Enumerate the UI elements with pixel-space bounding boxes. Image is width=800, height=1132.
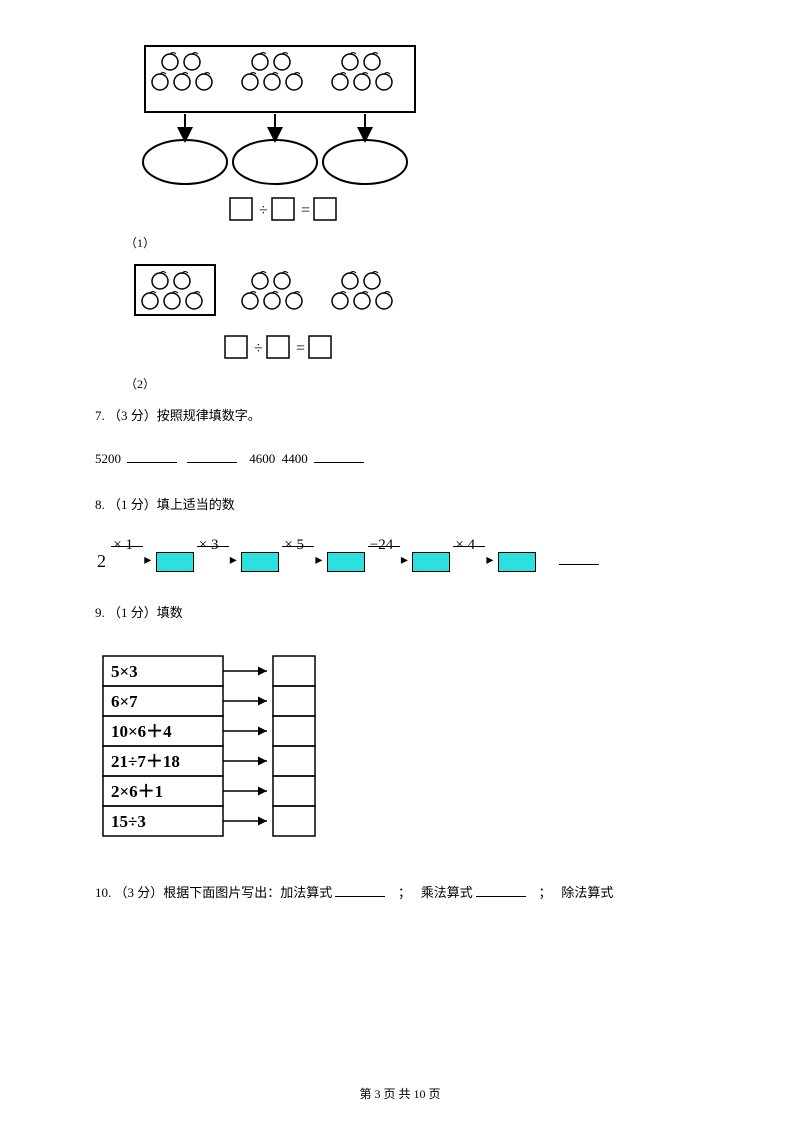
svg-text:10×6＋4: 10×6＋4 <box>111 722 172 741</box>
q9: 9. （1 分）填数 5×3 6×7 10×6＋4 21÷7＋18 2×6＋1 15÷3 <box>95 599 705 860</box>
q8-op3: −24 <box>370 529 393 562</box>
q8-box5[interactable] <box>498 552 536 572</box>
svg-text:=: = <box>296 340 305 357</box>
q6-fig2: ÷ = （2） <box>125 261 705 392</box>
svg-text:15÷3: 15÷3 <box>111 812 146 831</box>
arrow-icon: ▸ <box>315 546 322 577</box>
svg-text:2×6＋1: 2×6＋1 <box>111 782 163 801</box>
q10: 10. （3 分）根据下面图片写出：加法算式 ； 乘法算式 ； 除法算式 <box>95 879 705 908</box>
q6-sub1: （1） <box>125 236 155 250</box>
svg-text:=: = <box>301 202 310 219</box>
q8: 8. （1 分）填上适当的数 2 × 1 ▸ × 3 ▸ × 5 ▸ −24 ▸ × 4… <box>95 491 705 581</box>
q9-svg: 5×3 6×7 10×6＋4 21÷7＋18 2×6＋1 15÷3 <box>95 650 355 850</box>
q7-n1: 5200 <box>95 451 121 466</box>
arrow-icon: ▸ <box>230 546 237 577</box>
q10-c: 除法算式 <box>561 885 613 900</box>
q8-label: 8. （1 分）填上适当的数 <box>95 491 705 520</box>
q10-blank1[interactable] <box>335 883 385 897</box>
arrow-icon: ▸ <box>144 546 151 577</box>
q8-start: 2 <box>97 542 106 582</box>
svg-text:21÷7＋18: 21÷7＋18 <box>111 752 180 771</box>
q6-fig1-svg: ÷ = <box>125 40 435 230</box>
q10-b: 乘法算式 <box>421 885 473 900</box>
q7-blank2[interactable] <box>187 449 237 463</box>
q8-op4: × 4 <box>455 529 475 562</box>
svg-text:6×7: 6×7 <box>111 692 138 711</box>
q10-sep2: ； <box>539 885 552 900</box>
q6-fig1: ÷ = （1） <box>125 40 705 251</box>
q8-box2[interactable] <box>241 552 279 572</box>
svg-text:÷: ÷ <box>259 202 268 219</box>
q8-op1: × 3 <box>199 529 219 562</box>
q8-box4[interactable] <box>412 552 450 572</box>
q10-blank2[interactable] <box>476 883 526 897</box>
q6-fig2-svg: ÷ = <box>125 261 435 371</box>
q7-label: 7. （3 分）按照规律填数字。 <box>95 402 705 431</box>
q7-blank3[interactable] <box>314 449 364 463</box>
q8-box1[interactable] <box>156 552 194 572</box>
q8-op2: × 5 <box>284 529 304 562</box>
arrow-icon: ▸ <box>401 546 408 577</box>
q8-box3[interactable] <box>327 552 365 572</box>
svg-text:÷: ÷ <box>254 340 263 357</box>
q7-n3: 4400 <box>282 451 308 466</box>
q8-blank[interactable] <box>559 551 599 565</box>
q9-label: 9. （1 分）填数 <box>95 599 705 628</box>
q7-blank1[interactable] <box>127 449 177 463</box>
page-number: 第 3 页 共 10 页 <box>0 1085 800 1102</box>
q8-op0: × 1 <box>113 529 133 562</box>
q10-a: 10. （3 分）根据下面图片写出：加法算式 <box>95 885 332 900</box>
svg-text:5×3: 5×3 <box>111 662 138 681</box>
q7: 7. （3 分）按照规律填数字。 5200 4600 4400 <box>95 402 705 473</box>
q10-sep1: ； <box>398 885 411 900</box>
q7-n2: 4600 <box>249 451 275 466</box>
arrow-icon: ▸ <box>486 546 493 577</box>
q6-sub2: （2） <box>125 377 155 391</box>
